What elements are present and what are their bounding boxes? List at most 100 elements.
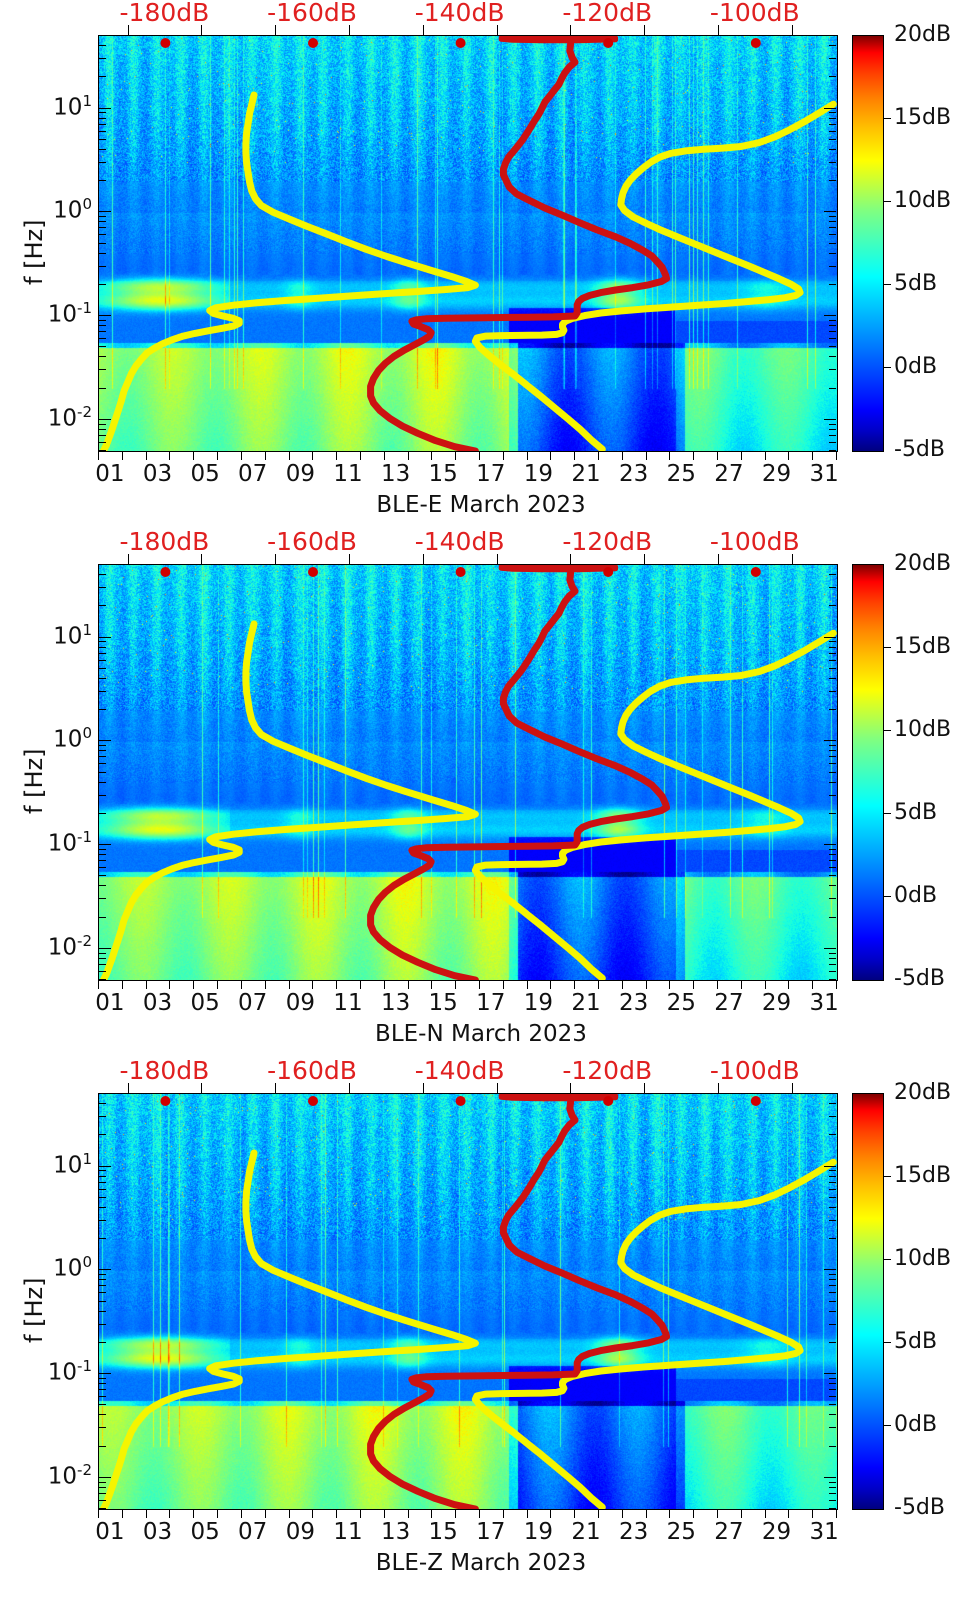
colorbar-tick [883, 1176, 891, 1177]
y-axis-tick [99, 1188, 106, 1190]
top-db-label: -120dB [562, 527, 653, 556]
y-axis-tick-right [829, 1181, 836, 1183]
y-axis-tick [99, 970, 106, 972]
y-axis-title: f [Hz] [20, 1277, 48, 1343]
top-axis-tick [717, 25, 719, 35]
top-axis-tick [348, 554, 350, 564]
colorbar-tick [883, 1259, 891, 1260]
y-axis-tick-right [824, 1165, 836, 1167]
top-db-axis: -180dB -160dB -140dB -120dB -100dB [0, 1056, 962, 1093]
spectrogram-panel-BLE-N: -180dB -160dB -140dB -120dB -100dB 101 100 10-1… [0, 529, 962, 1049]
colorbar-tick [883, 284, 891, 285]
colorbar-tick [883, 813, 891, 814]
y-axis-label: 101 [53, 620, 92, 649]
top-db-marker [750, 567, 761, 577]
y-axis-tick-right [829, 574, 836, 576]
x-axis-tick [264, 1509, 266, 1518]
x-axis-label: 09 [285, 461, 316, 487]
top-axis-tick [127, 554, 129, 564]
top-db-marker [455, 567, 466, 577]
y-axis-tick-right [829, 745, 836, 746]
y-axis-tick-right [829, 1279, 836, 1281]
y-axis-tick [99, 117, 106, 119]
y-axis-tick [99, 1486, 106, 1488]
top-db-label: -140dB [414, 1056, 505, 1085]
colorbar [852, 1093, 884, 1510]
x-axis-tick [621, 451, 623, 460]
y-axis-tick [99, 677, 106, 679]
y-axis-tick-right [829, 646, 836, 648]
x-axis-label: 03 [142, 1519, 173, 1545]
x-axis-tick [312, 451, 314, 460]
y-axis-label: 100 [53, 1253, 92, 1282]
x-axis-tick [359, 980, 361, 989]
x-axis-label: 25 [666, 1519, 696, 1545]
x-axis-tick [359, 1509, 361, 1518]
top-db-marker [750, 38, 761, 48]
x-axis-label: 11 [333, 1519, 363, 1545]
x-axis-label: 23 [618, 1519, 649, 1545]
y-axis-tick [99, 1175, 106, 1177]
x-axis-tick [455, 1509, 457, 1518]
y-axis-tick-right [829, 771, 836, 773]
y-axis-tick-right [829, 130, 836, 132]
x-axis-tick [717, 980, 718, 989]
y-axis-tick [99, 860, 106, 862]
y-axis-tick [99, 1165, 111, 1167]
y-axis-tick [99, 1396, 106, 1397]
x-axis-tick [336, 980, 338, 989]
x-axis-tick [812, 1509, 814, 1518]
y-axis-label: 10-1 [47, 1356, 92, 1386]
top-axis-tick [496, 25, 498, 35]
top-axis-tick [717, 1083, 719, 1093]
y-axis-tick [99, 123, 106, 125]
x-axis-tick [645, 451, 647, 460]
noise-model-overlay [99, 36, 837, 451]
y-axis-tick [99, 740, 111, 742]
y-axis-tick [99, 652, 106, 654]
top-axis-tick [201, 25, 203, 35]
y-axis-tick [99, 423, 106, 425]
colorbar-tick [883, 896, 891, 897]
y-axis-tick [99, 130, 106, 132]
x-axis-label: 27 [714, 990, 744, 1016]
y-axis-tick-right [829, 138, 836, 140]
y-axis-tick-right [824, 1373, 836, 1374]
y-axis-tick [99, 35, 106, 36]
x-axis-tick [431, 451, 433, 460]
y-axis-tick [99, 283, 106, 285]
y-axis-tick [99, 952, 106, 954]
y-axis-tick [99, 1377, 106, 1379]
y-axis-tick-right [829, 605, 836, 607]
y-axis-tick-right [829, 346, 836, 348]
spectrogram-image [99, 565, 837, 980]
y-axis-tick [99, 1373, 111, 1374]
y-axis-tick [99, 369, 106, 371]
y-axis-tick-right [829, 1396, 836, 1397]
y-axis-tick-right [829, 123, 836, 125]
x-axis-tick [169, 1509, 171, 1518]
y-axis-tick-right [829, 1300, 836, 1302]
nlnm-curve-left [99, 1149, 479, 1509]
x-axis-tick [693, 451, 695, 460]
y-axis-tick-right [824, 418, 836, 420]
colorbar-tick [883, 1342, 891, 1343]
y-axis-tick [99, 979, 106, 980]
x-axis-tick [764, 1509, 766, 1518]
y-axis-tick [99, 1383, 106, 1385]
top-db-label: -160dB [267, 0, 357, 27]
y-axis-tick-right [829, 331, 836, 333]
top-db-marker [308, 567, 318, 577]
y-axis-tick-right [829, 76, 836, 78]
y-axis-tick-right [829, 1175, 836, 1177]
top-db-label: -160dB [267, 527, 357, 556]
x-axis-tick [621, 980, 623, 989]
x-axis-tick [574, 980, 576, 989]
y-axis-tick-right [829, 1093, 836, 1094]
spectrogram-image [99, 36, 837, 451]
spectrogram-panel-BLE-E: -180dB -160dB -140dB -120dB -100dB 101 100 10-1… [0, 0, 962, 520]
y-axis-tick [99, 1292, 106, 1294]
top-db-label: -120dB [562, 1056, 653, 1085]
y-axis-tick-right [829, 1341, 836, 1343]
x-axis-label: 05 [190, 990, 220, 1016]
